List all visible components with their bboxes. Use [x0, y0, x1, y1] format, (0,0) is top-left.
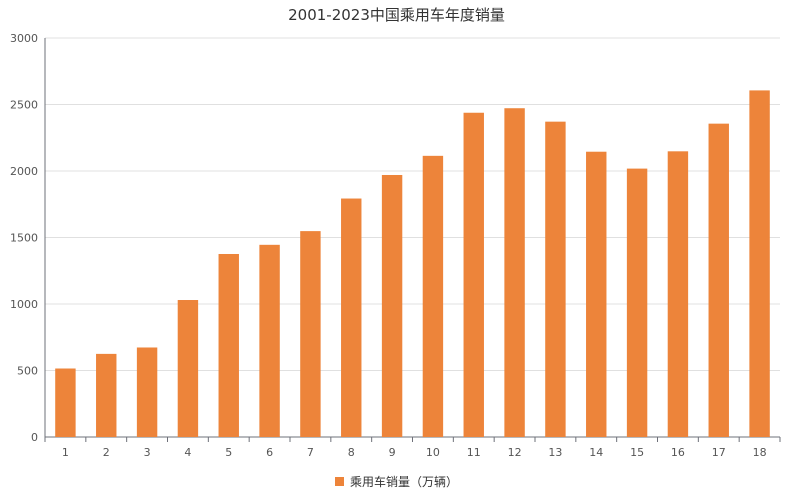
x-tick-label: 3 [144, 446, 151, 459]
x-tick-label: 13 [548, 446, 562, 459]
bar-13[interactable] [545, 121, 566, 438]
bar-14[interactable] [586, 151, 607, 437]
bar-16[interactable] [667, 151, 689, 438]
bar-10[interactable] [422, 155, 444, 437]
bar-5[interactable] [218, 253, 239, 437]
y-tick-label: 1500 [10, 232, 38, 245]
x-tick-label: 14 [589, 446, 603, 459]
y-tick-label: 0 [31, 431, 38, 444]
x-tick-label: 11 [467, 446, 481, 459]
y-tick-label: 500 [17, 365, 38, 378]
x-tick-label: 12 [508, 446, 522, 459]
y-tick-label: 2000 [10, 165, 38, 178]
x-tick-label: 6 [266, 446, 273, 459]
bar-4[interactable] [177, 300, 199, 437]
y-tick-label: 3000 [10, 32, 38, 45]
bar-9[interactable] [381, 174, 403, 438]
bar-11[interactable] [463, 112, 484, 437]
bar-2[interactable] [96, 353, 117, 437]
x-tick-label: 5 [225, 446, 232, 459]
chart-title: 2001-2023中国乘用车年度销量 [288, 6, 505, 24]
x-tick-label: 18 [753, 446, 767, 459]
bar-17[interactable] [708, 123, 729, 437]
x-tick-label: 8 [348, 446, 355, 459]
legend-label: 乘用车销量（万辆） [350, 474, 458, 489]
bar-8[interactable] [341, 198, 362, 437]
y-tick-label: 1000 [10, 298, 38, 311]
x-tick-label: 2 [103, 446, 110, 459]
bar-18[interactable] [749, 90, 770, 437]
x-tick-label: 15 [630, 446, 644, 459]
x-tick-label: 17 [712, 446, 726, 459]
bar-7[interactable] [300, 231, 321, 437]
bar-1[interactable] [55, 368, 76, 437]
x-tick-label: 16 [671, 446, 685, 459]
bar-12[interactable] [504, 108, 525, 437]
bar-3[interactable] [136, 347, 158, 437]
bar-15[interactable] [626, 168, 648, 437]
x-tick-label: 7 [307, 446, 314, 459]
legend[interactable]: 乘用车销量（万辆） [335, 474, 458, 489]
bar-6[interactable] [259, 244, 280, 437]
x-tick-label: 10 [426, 446, 440, 459]
x-tick-label: 4 [184, 446, 191, 459]
legend-swatch [335, 477, 344, 486]
x-tick-label: 1 [62, 446, 69, 459]
y-tick-label: 2500 [10, 99, 38, 112]
bars [55, 90, 770, 438]
gridlines [45, 37, 780, 371]
x-tick-label: 9 [389, 446, 396, 459]
